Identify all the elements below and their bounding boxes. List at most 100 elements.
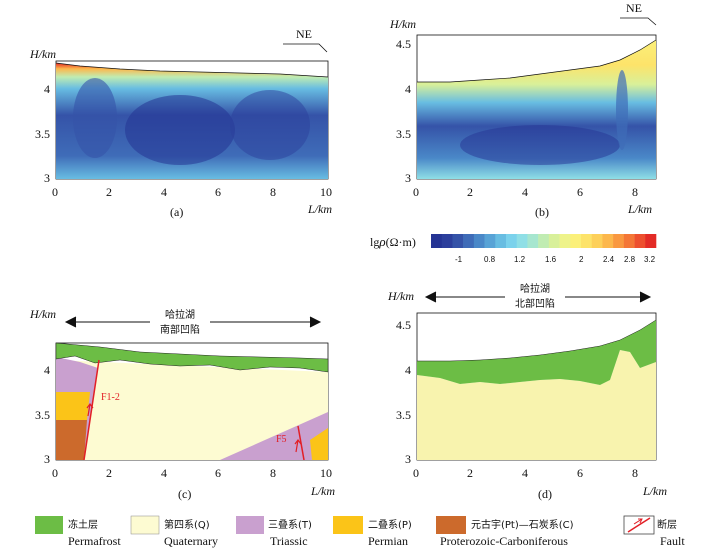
colorbar-cell (591, 234, 603, 248)
panel-c-caption-bg (150, 309, 210, 337)
legend-item-permafrost: 冻土层 Permafrost (35, 516, 121, 548)
panel-b-xlabel: L/km (627, 202, 652, 216)
colorbar-cell (613, 234, 625, 248)
colorbar-cell (431, 234, 443, 248)
panel-a-yticks: 4 3.5 3 (35, 82, 50, 185)
x-tick: 2 (106, 185, 112, 199)
panel-c-ylabel: H/km (29, 307, 56, 321)
x-tick: 6 (215, 466, 221, 480)
legend-cn: 三叠系(T) (268, 519, 312, 531)
y-tick: 3 (44, 171, 50, 185)
x-tick: 6 (215, 185, 221, 199)
x-tick: 2 (467, 466, 473, 480)
panel-c-xlabel: L/km (310, 484, 335, 498)
y-tick: 3.5 (35, 408, 50, 422)
panel-d-caption-bg (505, 283, 565, 311)
panel-a-low-res-body (125, 95, 235, 165)
panel-d-label: (d) (538, 487, 552, 501)
colorbar-tick: 0.8 (484, 255, 496, 264)
panel-c-yticks: 4 3.5 3 (35, 363, 50, 466)
x-tick: 4 (161, 185, 167, 199)
x-tick: 6 (577, 466, 583, 480)
fault-line-icon (627, 517, 651, 533)
colorbar-title-prefix: lg (370, 235, 379, 249)
panel-c-fault-label-f1-2: F1-2 (101, 392, 120, 403)
legend-en: Permafrost (68, 534, 121, 548)
colorbar-cells (431, 234, 657, 248)
legend-en: Fault (660, 534, 685, 548)
y-tick: 3.5 (396, 127, 411, 141)
legend-item-quaternary: 第四系(Q) Quaternary (130, 515, 218, 548)
colorbar-tick: -1 (455, 255, 463, 264)
panel-b-topography (417, 39, 657, 83)
y-tick: 3 (405, 452, 411, 466)
y-tick: 4 (405, 363, 411, 377)
x-tick: 8 (270, 185, 276, 199)
panel-b-low-res-body (616, 70, 628, 150)
y-tick: 3 (405, 171, 411, 185)
panel-a-xlabel: L/km (307, 202, 332, 216)
colorbar-cell (527, 234, 539, 248)
legend-item-proterozoic-carboniferous: 元古宇(Pt)—石炭系(C) Proterozoic-Carboniferous (436, 516, 574, 548)
colorbar-cell (484, 234, 496, 248)
colorbar-tick: 2 (579, 255, 584, 264)
legend-cn: 元古宇(Pt)—石炭系(C) (471, 518, 574, 531)
panel-a-low-res-body (230, 90, 310, 160)
colorbar-cell (634, 234, 646, 248)
colorbar-cell (516, 234, 528, 248)
legend-item-triassic: 三叠系(T) Triassic (236, 516, 312, 548)
fault-movement-arrow-icon (294, 439, 302, 453)
colorbar-cell (645, 234, 657, 248)
colorbar-cell (623, 234, 635, 248)
panel-d-xlabel: L/km (642, 484, 667, 498)
panel-a-label: (a) (170, 205, 183, 219)
panel-a-ylabel: H/km (29, 47, 56, 61)
arrow-left-icon (64, 316, 77, 328)
panel-b-direction: NE (626, 1, 642, 15)
colorbar-cell (473, 234, 485, 248)
x-tick: 4 (161, 466, 167, 480)
panel-b-yticks: 4.5 4 3.5 3 (396, 37, 411, 185)
panel-d-quaternary (417, 350, 656, 460)
colorbar-cell (548, 234, 560, 248)
colorbar-cell (581, 234, 593, 248)
colorbar-tick: 2.4 (603, 255, 615, 264)
panel-a-low-res-body (73, 78, 117, 158)
colorbar-tick: 3.2 (644, 255, 656, 264)
panel-b-label: (b) (535, 205, 549, 219)
legend-swatch (333, 516, 363, 534)
legend-cn: 冻土层 (68, 518, 98, 531)
x-tick: 10 (320, 185, 332, 199)
panel-c-triassic-east (220, 412, 328, 460)
colorbar-tick: 1.2 (514, 255, 526, 264)
legend-cn: 第四系(Q) (164, 518, 210, 531)
colorbar-cell (570, 234, 582, 248)
colorbar-cell (559, 234, 571, 248)
legend-swatch (35, 516, 63, 534)
colorbar-title-unit: (Ω·m) (386, 235, 416, 249)
x-tick: 4 (522, 185, 528, 199)
colorbar-tick: 2.8 (624, 255, 636, 264)
panel-a-topography (55, 62, 329, 78)
panel-c-fault-label-f5: F5 (276, 434, 287, 445)
legend-item-fault: 断层 Fault (623, 515, 685, 548)
x-tick: 10 (320, 466, 332, 480)
panel-d-yticks: 4.5 4 3.5 3 (396, 318, 411, 466)
colorbar-cell (602, 234, 614, 248)
legend-en: Triassic (270, 534, 308, 548)
x-tick: 8 (270, 466, 276, 480)
y-tick: 4 (44, 82, 50, 96)
panel-c-permian-west (56, 392, 90, 420)
panel-c-label: (c) (178, 487, 191, 501)
colorbar-cell (538, 234, 550, 248)
panel-c-depression-name: 南部凹陷 (160, 323, 200, 336)
y-tick: 4 (44, 363, 50, 377)
x-tick: 0 (52, 185, 58, 199)
legend-cn: 断层 (657, 518, 677, 531)
legend-en: Quaternary (164, 534, 218, 548)
panel-d: H/km 哈拉湖 北部凹陷 0 2 4 6 8 4.5 4 3.5 3 L/km… (387, 282, 667, 501)
arrow-right-icon (639, 291, 652, 303)
x-tick: 2 (106, 466, 112, 480)
panel-c-quaternary (56, 360, 328, 460)
arrow-right-icon (309, 316, 322, 328)
